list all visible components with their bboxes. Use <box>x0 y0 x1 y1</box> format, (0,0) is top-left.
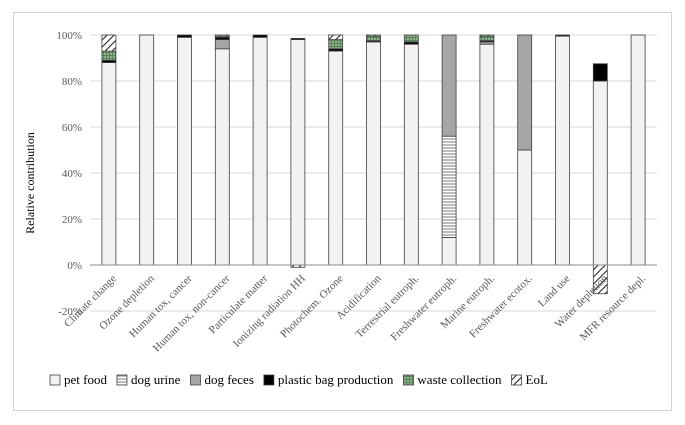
bar-segment <box>252 34 268 38</box>
bar-segment <box>290 38 306 41</box>
bar-segment <box>101 34 117 52</box>
legend-swatch <box>511 374 522 386</box>
y-axis-ticks: -20% 0% 20% 40% 60% 80% 100% <box>56 30 82 318</box>
y-tick-label: 40% <box>62 168 82 180</box>
legend-swatch <box>403 374 414 386</box>
legend-label: dog urine <box>131 372 181 387</box>
bar-segment <box>366 34 381 37</box>
bar-segment <box>441 236 457 266</box>
bar-segment <box>403 43 419 266</box>
x-tick-label: Land use <box>536 273 573 310</box>
bar-segment <box>479 34 495 37</box>
legend-swatch <box>263 374 275 386</box>
bar-segment <box>555 35 570 266</box>
bars <box>101 34 646 295</box>
y-tick-label: 60% <box>62 122 82 134</box>
legend-label: pet food <box>64 372 107 387</box>
bar-segment <box>328 50 344 266</box>
y-tick-label: 20% <box>62 214 82 226</box>
bar-segment <box>252 36 268 266</box>
x-tick-label: Freshwater eutroph. <box>389 272 460 343</box>
legend-swatch <box>116 374 128 386</box>
x-tick-label: Terrestrial eutroph. <box>353 272 421 340</box>
bar-segment <box>214 34 230 37</box>
legend-label: waste collection <box>417 372 502 387</box>
bar-segment <box>403 34 419 43</box>
legend-swatch <box>190 374 201 386</box>
legend-label: EoL <box>526 372 548 387</box>
legend: pet food dog urine dog feces plastic bag pr… <box>49 372 548 387</box>
legend-label: plastic bag production <box>278 372 394 387</box>
bar-segment <box>592 80 608 266</box>
bar-segment <box>366 35 381 42</box>
bar-segment <box>630 34 646 266</box>
legend-swatch <box>49 374 61 386</box>
bar-segment <box>214 39 230 50</box>
bar-segment <box>441 34 457 137</box>
y-tick-label: 80% <box>62 76 82 88</box>
y-tick-label: 100% <box>56 30 82 42</box>
bar-segment <box>101 50 117 61</box>
bar-segment <box>101 62 117 266</box>
bar-segment <box>479 35 495 42</box>
legend-label: dog feces <box>204 372 253 387</box>
x-tick-label: MFR resource depl. <box>578 272 649 343</box>
bar-segment <box>441 135 457 238</box>
y-tick-label: -20% <box>58 306 82 318</box>
bar-segment <box>177 36 192 266</box>
bar-segment <box>290 39 306 266</box>
bar-segment <box>479 43 495 266</box>
bar-segment <box>139 34 155 266</box>
y-tick-label: 0% <box>67 260 82 272</box>
bar-segment <box>328 34 344 40</box>
bar-segment <box>366 41 381 266</box>
bar-segment <box>592 63 608 82</box>
bar-segment <box>177 34 192 38</box>
bar-segment <box>214 48 230 266</box>
bar-segment <box>517 34 533 151</box>
y-axis-title: Relative contribution <box>23 132 37 234</box>
bar-segment <box>517 149 533 266</box>
bar-segment <box>555 34 570 37</box>
bar-segment <box>328 39 344 50</box>
